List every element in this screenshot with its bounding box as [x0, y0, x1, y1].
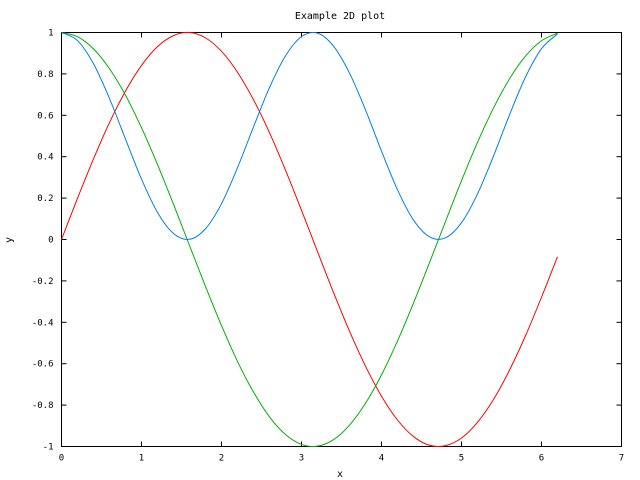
x-axis-label: x: [337, 469, 343, 480]
series-line-1: [61, 31, 558, 447]
y-tick-label: 0: [48, 236, 53, 246]
y-tick-label: 0.6: [37, 111, 53, 121]
x-tick-label: 1: [139, 454, 144, 464]
y-tick-label: -0.6: [32, 360, 54, 370]
y-tick-label: 0.8: [37, 70, 53, 80]
x-tick-label: 4: [379, 454, 384, 464]
series-line-2: [61, 32, 558, 447]
y-tick-label: 1: [48, 29, 53, 39]
x-tick-label: 6: [539, 454, 544, 464]
y-tick-label: -1: [43, 443, 54, 453]
y-tick-label: 0.4: [37, 153, 53, 163]
x-tick-label: 3: [299, 454, 304, 464]
series-line-3: [61, 31, 558, 240]
y-axis-label: y: [4, 237, 15, 243]
plot-area-frame: [61, 32, 622, 447]
y-tick-label: 0.2: [37, 194, 53, 204]
y-tick-label: -0.2: [32, 277, 54, 287]
x-tick-label: 2: [219, 454, 224, 464]
x-tick-label: 0: [59, 454, 64, 464]
y-tick-label: -0.8: [32, 401, 54, 411]
y-tick-label: -0.4: [32, 318, 54, 328]
series-lines: [61, 31, 558, 447]
x-tick-label: 7: [619, 454, 624, 464]
x-tick-label: 5: [459, 454, 464, 464]
chart-title: Example 2D plot: [295, 11, 385, 22]
axis-ticks: 0 1 2 3 4 5 6 7 -1 -0.8 -0.6 -0.4 -0.2 0 0.2 0.4 0.6 0.8 1: [32, 29, 624, 464]
